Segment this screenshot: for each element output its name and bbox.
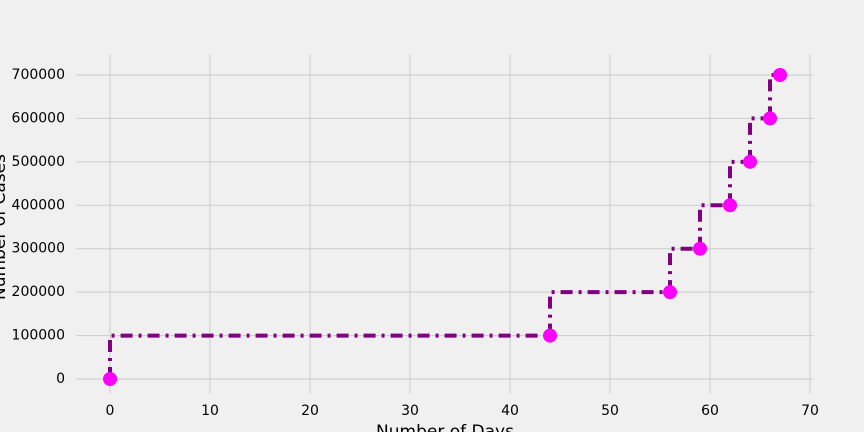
x-tick-label: 10 <box>201 403 219 419</box>
x-tick-label: 70 <box>801 403 819 419</box>
marker <box>763 111 777 126</box>
marker <box>543 328 557 343</box>
x-tick-label: 60 <box>701 403 719 419</box>
x-axis-label: Number of Days <box>376 422 514 432</box>
x-tick-label: 40 <box>501 403 519 419</box>
y-tick-label: 200000 <box>12 284 65 300</box>
x-tick-label: 50 <box>601 403 619 419</box>
marker <box>103 372 117 386</box>
step-line <box>668 246 700 293</box>
marker <box>663 285 677 300</box>
y-tick-label: 100000 <box>12 328 65 344</box>
step-line <box>698 203 730 249</box>
marker <box>693 241 707 256</box>
y-tick-label: 500000 <box>12 154 65 170</box>
x-tick-label: 0 <box>106 403 115 419</box>
y-tick-label: 700000 <box>12 67 65 83</box>
y-tick-label: 600000 <box>12 110 65 126</box>
y-tick-label: 0 <box>56 371 65 387</box>
x-tick-label: 30 <box>401 403 419 419</box>
marker <box>723 198 737 213</box>
x-tick-label: 20 <box>301 403 319 419</box>
marker <box>743 154 757 169</box>
y-axis-label: Number of Cases <box>0 154 10 300</box>
marker <box>773 68 787 82</box>
y-tick-label: 300000 <box>12 241 65 257</box>
y-tick-label: 400000 <box>12 197 65 213</box>
